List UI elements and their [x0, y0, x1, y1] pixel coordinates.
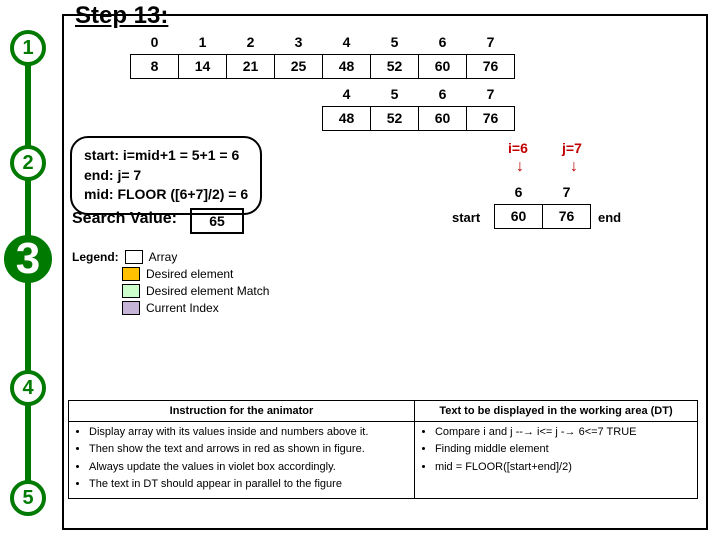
- li-r1: Finding middle element: [435, 442, 691, 457]
- row3-array: 6 7 60 76: [494, 180, 591, 229]
- sval-0: 48: [323, 106, 371, 130]
- li-l2: Always update the values in violet box a…: [89, 460, 408, 475]
- calc-box: start: i=mid+1 = 5+1 = 6 end: j= 7 mid: …: [70, 136, 262, 215]
- idx-2: 2: [227, 30, 275, 54]
- step-3-active: 3: [4, 235, 52, 283]
- step-2-num: 2: [22, 152, 33, 175]
- step-5-num: 5: [22, 487, 33, 510]
- main-array: 0 1 2 3 4 5 6 7 8 14 21 25 48 52 60 76: [130, 30, 515, 79]
- idx-7: 7: [467, 30, 515, 54]
- li-l1: Then show the text and arrows in red as …: [89, 442, 408, 457]
- idx-6: 6: [419, 30, 467, 54]
- j-label: j=7: [562, 140, 582, 156]
- sval-2: 60: [419, 106, 467, 130]
- sidx-1: 5: [371, 82, 419, 106]
- r3v-0: 60: [495, 204, 543, 228]
- step-4-num: 4: [22, 377, 33, 400]
- search-label: Search Value:: [72, 210, 177, 228]
- idx-5: 5: [371, 30, 419, 54]
- arrow-j: ↓: [570, 158, 578, 176]
- step-4: 4: [10, 370, 46, 406]
- step-5: 5: [10, 480, 46, 516]
- val-3: 25: [275, 54, 323, 78]
- sidx-3: 7: [467, 82, 515, 106]
- val-0: 8: [131, 54, 179, 78]
- cell-right: Compare i and j --→ i<= j -→ 6<=7 TRUE F…: [414, 422, 697, 499]
- legend-current: Current Index: [146, 301, 219, 315]
- li-l3: The text in DT should appear in parallel…: [89, 477, 408, 492]
- calc-l2: end: j= 7: [84, 166, 248, 186]
- val-4: 48: [323, 54, 371, 78]
- step-1: 1: [10, 30, 46, 66]
- step-1-num: 1: [22, 37, 33, 60]
- idx-1: 1: [179, 30, 227, 54]
- li-r2: mid = FLOOR([start+end]/2): [435, 460, 691, 475]
- hdr-right: Text to be displayed in the working area…: [414, 401, 697, 422]
- sval-3: 76: [467, 106, 515, 130]
- swatch-match: [122, 284, 140, 298]
- sidx-2: 6: [419, 82, 467, 106]
- instruction-table: Instruction for the animator Text to be …: [68, 400, 698, 499]
- val-1: 14: [179, 54, 227, 78]
- start-lbl: start: [452, 210, 480, 225]
- li-l0: Display array with its values inside and…: [89, 425, 408, 440]
- legend-title: Legend:: [72, 250, 119, 264]
- calc-l3: mid: FLOOR ([6+7]/2) = 6: [84, 185, 248, 205]
- legend-array: Array: [149, 250, 178, 264]
- sub-array: 4 5 6 7 48 52 60 76: [322, 82, 515, 131]
- sval-1: 52: [371, 106, 419, 130]
- legend-match: Desired element Match: [146, 284, 269, 298]
- legend: Legend: Array Desired element Desired el…: [72, 250, 269, 318]
- r3v-1: 76: [543, 204, 591, 228]
- search-value-box: 65: [190, 208, 244, 234]
- r3i-1: 7: [543, 180, 591, 204]
- r3i-0: 6: [495, 180, 543, 204]
- legend-desired: Desired element: [146, 267, 233, 281]
- swatch-array: [125, 250, 143, 264]
- cell-left: Display array with its values inside and…: [69, 422, 415, 499]
- step-3-num: 3: [16, 234, 40, 284]
- i-label: i=6: [508, 140, 528, 156]
- val-6: 60: [419, 54, 467, 78]
- swatch-desired: [122, 267, 140, 281]
- li-r0: Compare i and j --→ i<= j -→ 6<=7 TRUE: [435, 425, 691, 440]
- step-2: 2: [10, 145, 46, 181]
- arrow-i: ↓: [516, 158, 524, 176]
- idx-0: 0: [131, 30, 179, 54]
- hdr-left: Instruction for the animator: [69, 401, 415, 422]
- end-lbl: end: [598, 210, 621, 225]
- idx-4: 4: [323, 30, 371, 54]
- val-2: 21: [227, 54, 275, 78]
- val-5: 52: [371, 54, 419, 78]
- swatch-current: [122, 301, 140, 315]
- calc-l1: start: i=mid+1 = 5+1 = 6: [84, 146, 248, 166]
- sidx-0: 4: [323, 82, 371, 106]
- idx-3: 3: [275, 30, 323, 54]
- val-7: 76: [467, 54, 515, 78]
